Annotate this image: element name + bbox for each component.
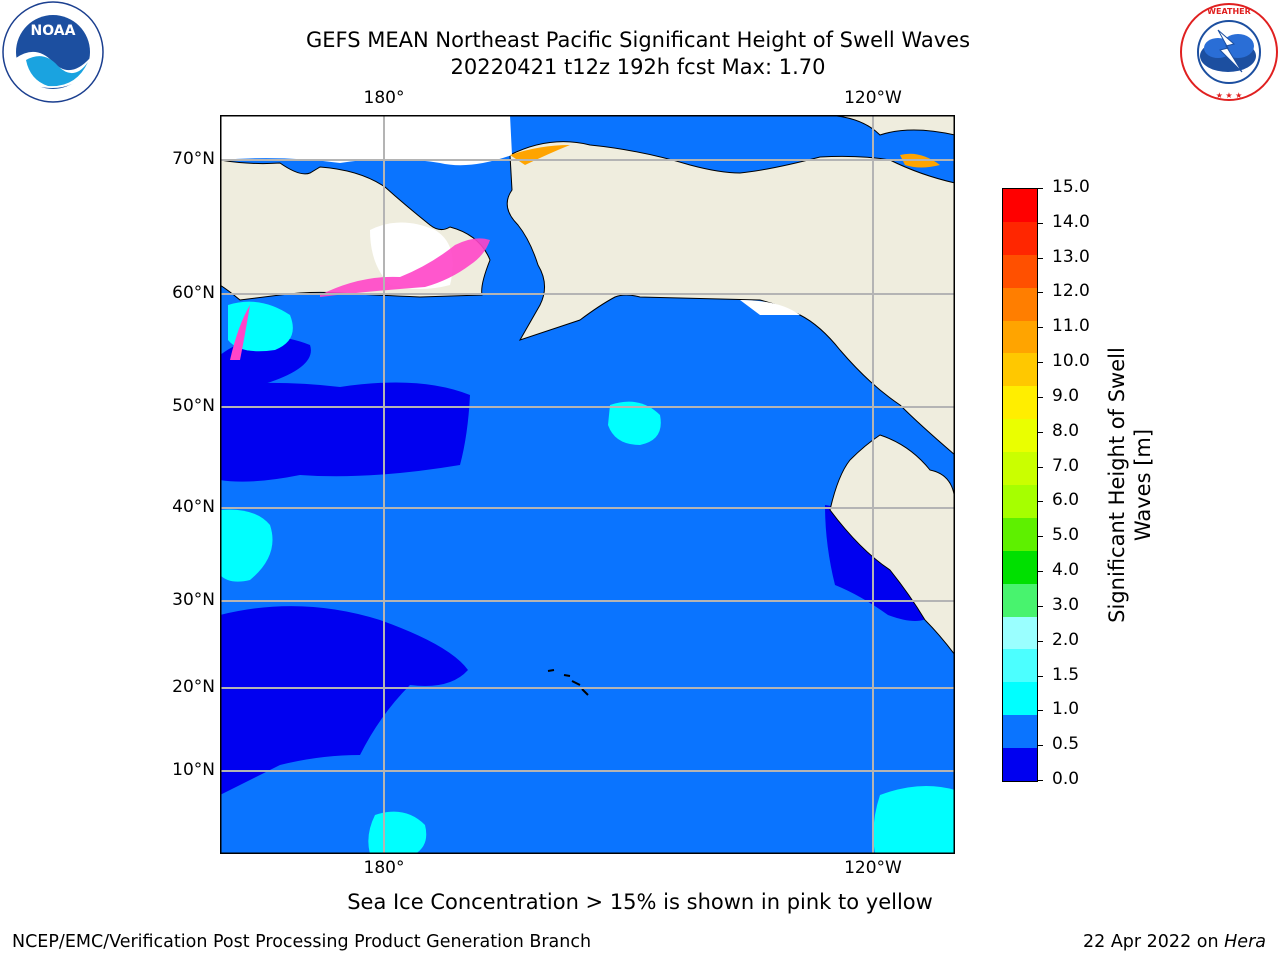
colorbar-tick-mark bbox=[1037, 571, 1043, 573]
lat-label-60n: 60°N bbox=[172, 283, 215, 303]
lat-label-10n: 10°N bbox=[172, 760, 215, 780]
colorbar-band-13 bbox=[1003, 616, 1037, 650]
footer-credit: NCEP/EMC/Verification Post Processing Pr… bbox=[12, 932, 592, 952]
colorbar-band-16 bbox=[1003, 715, 1037, 749]
svg-text:★ ★ ★: ★ ★ ★ bbox=[1216, 91, 1243, 100]
colorbar-band-12 bbox=[1003, 583, 1037, 617]
low-swell-region-north bbox=[220, 382, 470, 482]
colorbar-tick-mark bbox=[1037, 536, 1043, 538]
land-alaska-canada bbox=[506, 141, 956, 457]
swell-patch-south bbox=[368, 811, 427, 854]
hawaii-islands bbox=[547, 669, 589, 696]
nws-logo: WEATHER ★ ★ ★ bbox=[1178, 0, 1280, 102]
colorbar-tick-label: 1.5 bbox=[1052, 664, 1080, 685]
colorbar-tick-label: 11.0 bbox=[1052, 316, 1090, 337]
colorbar-ticks: 15.0 14.0 13.0 12.0 11.0 10.0 9.0 8.0 7.0 6.0 5.0 4… bbox=[1037, 177, 1097, 789]
colorbar-tick-label: 10.0 bbox=[1052, 351, 1090, 372]
chart-title: GEFS MEAN Northeast Pacific Significant … bbox=[305, 28, 971, 52]
colorbar-tick-label: 9.0 bbox=[1052, 385, 1080, 406]
map-caption: Sea Ice Concentration > 15% is shown in … bbox=[347, 890, 933, 914]
colorbar-band-11 bbox=[1003, 550, 1037, 584]
colorbar-band-8 bbox=[1003, 452, 1037, 486]
colorbar-band-2 bbox=[1003, 254, 1037, 288]
colorbar-tick-label: 2.0 bbox=[1052, 629, 1080, 650]
colorbar-tick-mark bbox=[1037, 640, 1043, 642]
noaa-logo-text: NOAA bbox=[31, 23, 76, 39]
map-panel[interactable] bbox=[219, 114, 956, 854]
colorbar-label-line2: Waves [m] bbox=[1131, 428, 1155, 542]
colorbar-tick-mark bbox=[1037, 257, 1043, 259]
colorbar-tick-mark bbox=[1037, 710, 1043, 712]
lon-label-top-120w: 120°W bbox=[844, 88, 902, 108]
swell-patch-west bbox=[220, 509, 273, 582]
colorbar-band-9 bbox=[1003, 485, 1037, 518]
swell-patch-bering bbox=[228, 301, 293, 352]
colorbar-tick-label: 14.0 bbox=[1052, 211, 1090, 232]
colorbar-tick-mark bbox=[1037, 327, 1043, 329]
colorbar-tick-label: 1.0 bbox=[1052, 699, 1080, 720]
colorbar-band-3 bbox=[1003, 287, 1037, 321]
colorbar-tick-label: 3.0 bbox=[1052, 594, 1080, 615]
colorbar-band-15 bbox=[1003, 682, 1037, 716]
colorbar-tick-mark bbox=[1037, 501, 1043, 503]
colorbar-band-10 bbox=[1003, 517, 1037, 551]
colorbar-tick-label: 12.0 bbox=[1052, 281, 1090, 302]
colorbar-label-line1: Significant Height of Swell bbox=[1105, 347, 1129, 623]
colorbar-tick-mark bbox=[1037, 780, 1043, 781]
colorbar-tick-label: 15.0 bbox=[1052, 177, 1090, 197]
lat-label-40n: 40°N bbox=[172, 497, 215, 517]
colorbar-tick-label: 6.0 bbox=[1052, 490, 1080, 511]
arctic-ocean bbox=[220, 115, 512, 166]
colorbar-tick-label: 0.0 bbox=[1052, 769, 1080, 789]
swell-patch-central bbox=[608, 401, 661, 445]
swell-patch-southeast bbox=[873, 786, 955, 854]
colorbar-band-0 bbox=[1003, 189, 1037, 222]
lon-label-bottom-120w: 120°W bbox=[844, 858, 902, 878]
lat-label-70n: 70°N bbox=[172, 149, 215, 169]
colorbar-tick-mark bbox=[1037, 431, 1043, 433]
lat-label-50n: 50°N bbox=[172, 396, 215, 416]
colorbar-tick-mark bbox=[1037, 362, 1043, 364]
lon-label-top-180: 180° bbox=[363, 88, 405, 108]
colorbar-band-14 bbox=[1003, 649, 1037, 683]
footer-date-text: 22 Apr 2022 on bbox=[1083, 932, 1225, 952]
lat-label-20n: 20°N bbox=[172, 677, 215, 697]
colorbar-tick-mark bbox=[1037, 605, 1043, 607]
colorbar-tick-mark bbox=[1037, 745, 1043, 747]
colorbar-band-4 bbox=[1003, 320, 1037, 354]
colorbar-tick-mark bbox=[1037, 396, 1043, 398]
colorbar-label: Significant Height of Swell Waves [m] bbox=[1104, 335, 1156, 635]
sea-ice-bering bbox=[320, 238, 490, 297]
footer-machine: Hera bbox=[1224, 932, 1266, 952]
lon-label-bottom-180: 180° bbox=[363, 858, 405, 878]
colorbar-tick-label: 7.0 bbox=[1052, 455, 1080, 476]
colorbar-tick-label: 8.0 bbox=[1052, 420, 1080, 441]
lat-label-30n: 30°N bbox=[172, 590, 215, 610]
colorbar-tick-label: 13.0 bbox=[1052, 246, 1090, 267]
colorbar-band-1 bbox=[1003, 221, 1037, 255]
colorbar-tick-mark bbox=[1037, 188, 1043, 189]
colorbar-tick-label: 0.5 bbox=[1052, 734, 1080, 755]
colorbar-band-7 bbox=[1003, 419, 1037, 453]
sea-ice-kamchatka bbox=[230, 305, 250, 360]
colorbar-tick-mark bbox=[1037, 222, 1043, 224]
colorbar-tick-label: 4.0 bbox=[1052, 560, 1080, 581]
colorbar-band-5 bbox=[1003, 353, 1037, 387]
noaa-logo: NOAA bbox=[0, 0, 106, 106]
colorbar-band-6 bbox=[1003, 386, 1037, 420]
graticule bbox=[220, 115, 955, 854]
chart-subtitle: 20220421 t12z 192h fcst Max: 1.70 bbox=[450, 55, 826, 79]
colorbar-tick-label: 5.0 bbox=[1052, 525, 1080, 546]
colorbar-tick-mark bbox=[1037, 292, 1043, 294]
low-swell-region-south bbox=[220, 606, 468, 795]
svg-text:WEATHER: WEATHER bbox=[1207, 7, 1251, 16]
colorbar-tick-mark bbox=[1037, 675, 1043, 677]
colorbar bbox=[1002, 188, 1038, 782]
colorbar-tick-mark bbox=[1037, 466, 1043, 468]
footer-date: 22 Apr 2022 on Hera bbox=[1083, 932, 1266, 952]
colorbar-band-17 bbox=[1003, 748, 1037, 782]
